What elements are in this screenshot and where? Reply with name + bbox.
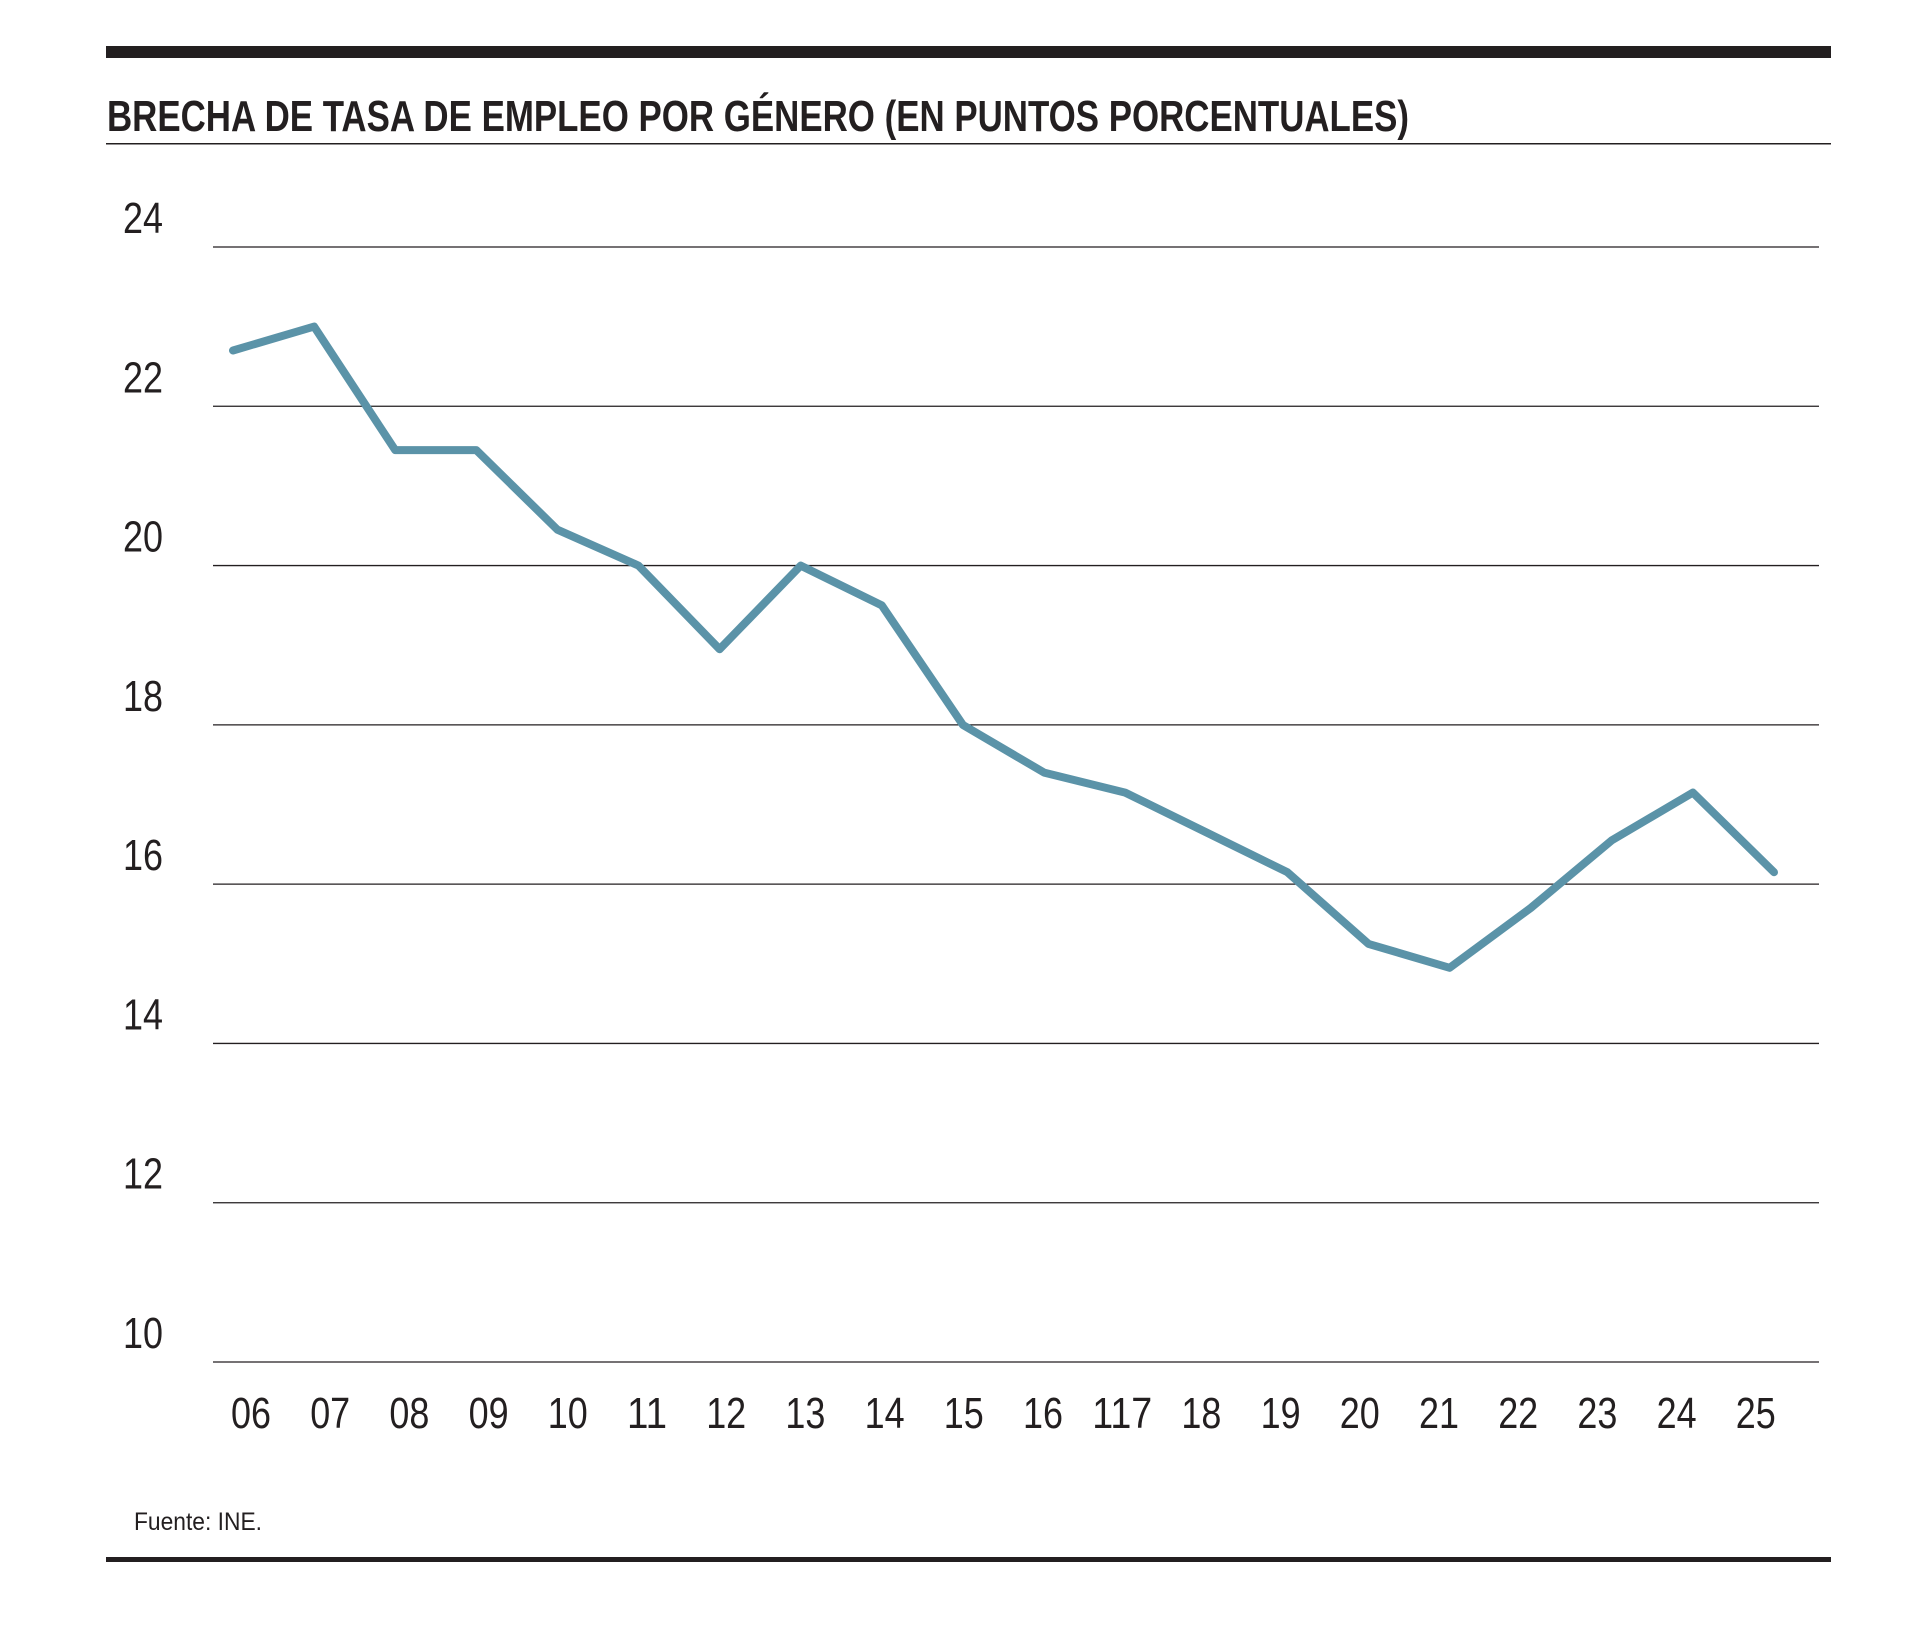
- top-rule: [106, 46, 1831, 58]
- x-tick-label: 25: [1736, 1389, 1776, 1438]
- y-tick-label: 20: [123, 513, 163, 562]
- x-tick-label: 09: [469, 1389, 509, 1438]
- x-tick-label: 21: [1419, 1389, 1459, 1438]
- x-tick-label: 16: [1023, 1389, 1063, 1438]
- gridlines: [213, 246, 1819, 1363]
- series-line: [229, 322, 1778, 972]
- x-tick-label: 06: [231, 1389, 271, 1438]
- x-tick-label: 18: [1181, 1389, 1221, 1438]
- y-tick-label: 10: [123, 1309, 163, 1358]
- series: [229, 322, 1778, 972]
- bottom-rule: [106, 1557, 1831, 1562]
- x-tick-label: 24: [1657, 1389, 1697, 1438]
- y-tick-label: 22: [123, 353, 163, 402]
- y-tick-label: 14: [123, 990, 163, 1039]
- x-tick-label: 11: [627, 1389, 667, 1438]
- x-tick-label: 20: [1340, 1389, 1380, 1438]
- x-axis-ticks: 06 07 08 09 10 11 12 13 14 15 16 117 18 19 20 21 22 23 24 2…: [231, 1389, 1776, 1438]
- x-tick-label: 07: [310, 1389, 350, 1438]
- x-tick-label: 19: [1261, 1389, 1301, 1438]
- x-tick-label: 15: [944, 1389, 984, 1438]
- x-tick-label: 08: [389, 1389, 429, 1438]
- title-rule: [106, 143, 1831, 145]
- source-note: Fuente: INE.: [134, 1508, 262, 1536]
- x-tick-label: 117: [1092, 1389, 1152, 1438]
- y-tick-label: 12: [123, 1150, 163, 1199]
- x-tick-label: 14: [865, 1389, 905, 1438]
- x-tick-label: 13: [785, 1389, 825, 1438]
- x-tick-label: 10: [548, 1389, 588, 1438]
- y-axis-ticks: 24 22 20 18 16 14 12 10: [123, 194, 163, 1358]
- x-tick-label: 12: [706, 1389, 746, 1438]
- x-tick-label: 23: [1577, 1389, 1617, 1438]
- x-tick-label: 22: [1498, 1389, 1538, 1438]
- y-tick-label: 18: [123, 672, 163, 721]
- y-tick-label: 24: [123, 194, 163, 243]
- y-tick-label: 16: [123, 831, 163, 880]
- chart-title: BRECHA DE TASA DE EMPLEO POR GÉNERO (EN …: [107, 91, 1409, 141]
